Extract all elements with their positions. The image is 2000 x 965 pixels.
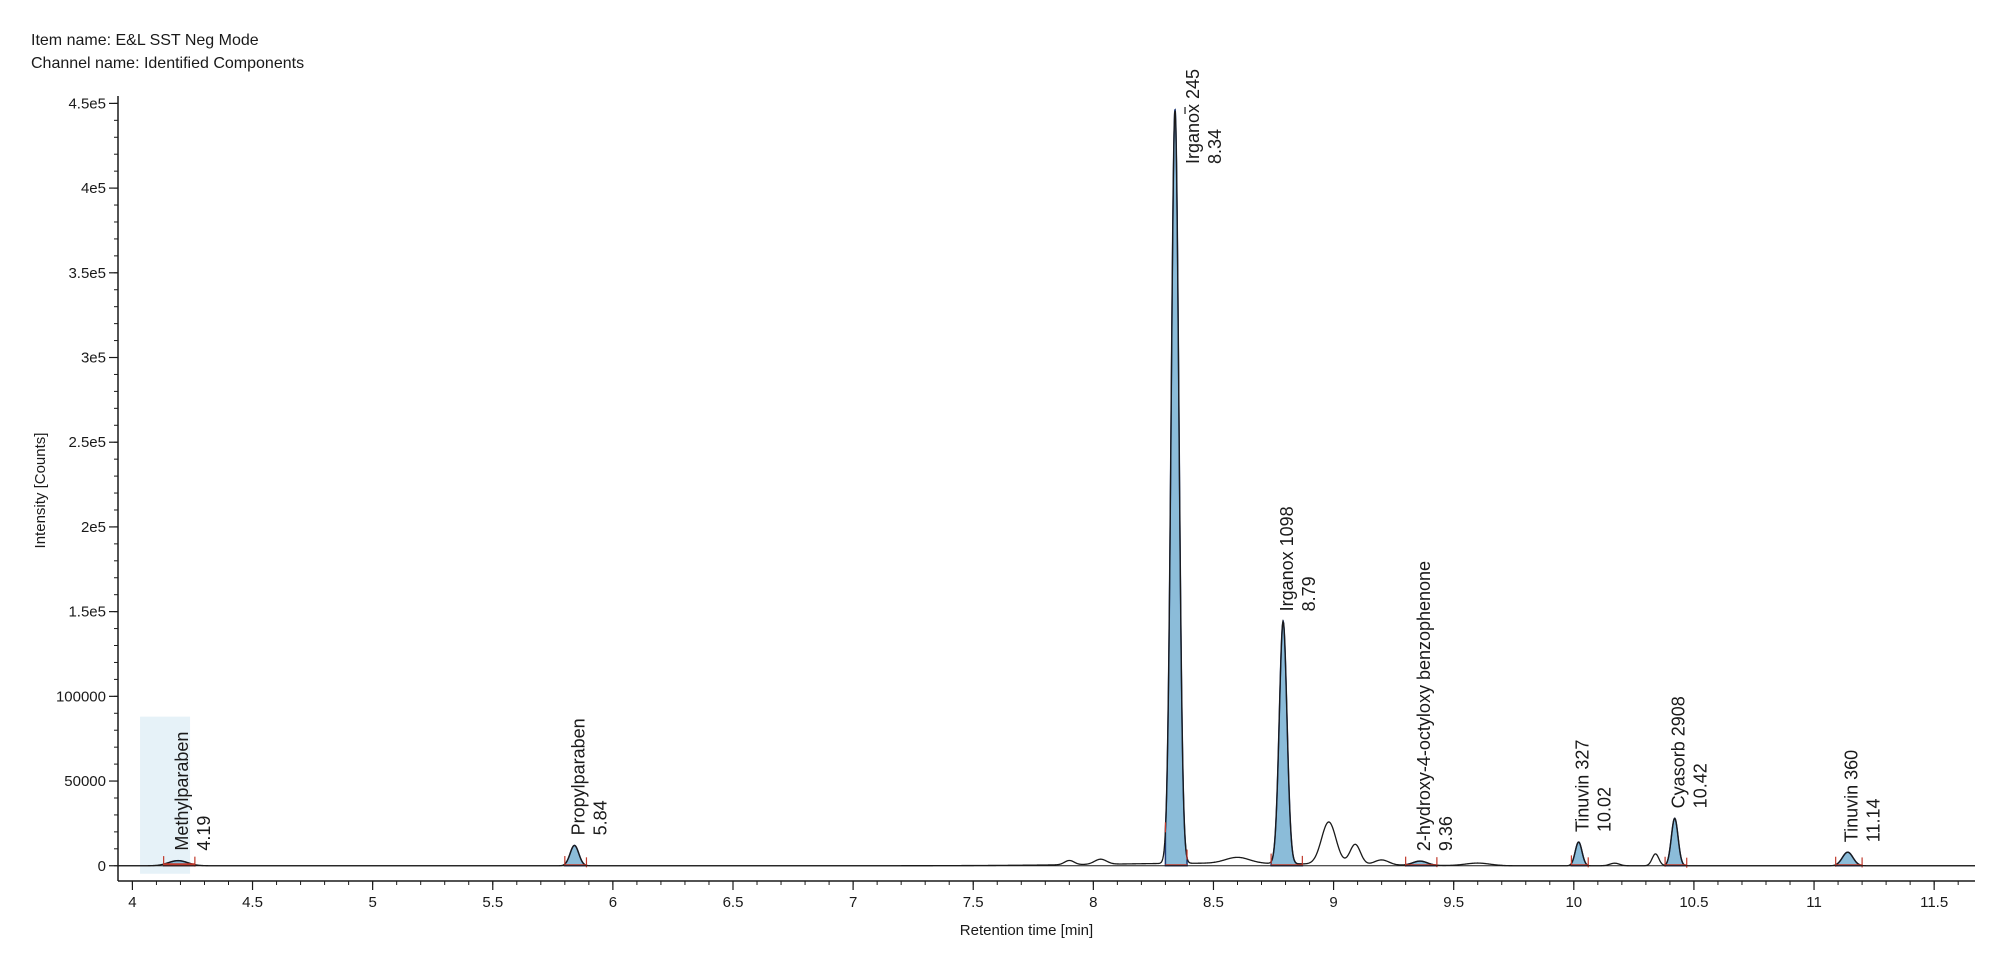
y-tick-label: 4e5	[81, 180, 106, 197]
selection-layer	[140, 716, 191, 874]
x-tick-label: 8.5	[1203, 894, 1224, 911]
peak-retention-time: 10.02	[1595, 787, 1615, 832]
peak-label-1[interactable]: Propylparaben 5.84	[568, 718, 610, 835]
x-tick-label: 10	[1565, 894, 1582, 911]
peak-retention-time: 4.19	[194, 816, 214, 851]
x-tick-label: 5.5	[482, 894, 503, 911]
y-axis-title: Intensity [Counts]	[32, 433, 49, 549]
peak-name: Tinuvin 360	[1842, 750, 1862, 842]
x-tick-label: 6	[609, 894, 617, 911]
x-tick-label: 5	[368, 894, 376, 911]
y-tick-label: 50000	[64, 773, 106, 790]
x-tick-label: 6.5	[723, 894, 744, 911]
peak-retention-time: 5.84	[590, 800, 610, 835]
peak-label-2[interactable]: Irganox 245 8.34	[1183, 69, 1225, 164]
x-tick-label: 11	[1806, 894, 1822, 911]
y-tick-label: 3e5	[81, 350, 106, 367]
integration-marker-layer	[163, 822, 1863, 868]
x-tick-label: 4.5	[242, 894, 263, 911]
peak-name: Cyasorb 2908	[1669, 696, 1689, 808]
peak-retention-time: 9.36	[1436, 816, 1456, 851]
channel-name-label: Channel name: Identified Components	[31, 55, 305, 72]
peak-label-4[interactable]: 2-hydroxy-4-octyloxy benzophenone 9.36	[1414, 561, 1456, 851]
x-tick-label: 7.5	[963, 894, 984, 911]
chromatogram-trace	[118, 110, 1975, 867]
y-tick-label: 1.5e5	[68, 604, 106, 621]
peak-retention-time: 11.14	[1864, 798, 1884, 842]
peak-name: Methylparaben	[172, 732, 192, 851]
peak-label-5[interactable]: Tinuvin 327 10.02	[1573, 740, 1615, 832]
chart-header: Item name: E&L SST Neg Mode Channel name…	[31, 29, 304, 75]
x-tick-label: 8	[1089, 894, 1097, 911]
item-name-label: Item name: E&L SST Neg Mode	[31, 32, 259, 49]
x-tick-label: 4	[128, 894, 136, 911]
x-tick-label: 11.5	[1920, 894, 1948, 911]
x-tick-label: 9	[1329, 894, 1337, 911]
peak-retention-time: 8.34	[1205, 129, 1225, 164]
peak-area-2[interactable]	[1164, 108, 1188, 867]
x-tick-label: 9.5	[1443, 894, 1464, 911]
peak-label-0[interactable]: Methylparaben 4.19	[172, 732, 214, 851]
selected-peak-highlight	[140, 716, 191, 874]
x-tick-label: 7	[849, 894, 857, 911]
axes: 4 4.5 5 5.5 6 6.5 7 7.5 8 8.5 9 9.5 10 10.5 11 11.5 0 500…	[56, 95, 1975, 911]
peak-fill-layer	[162, 108, 1863, 867]
y-tick-label: 2e5	[81, 519, 106, 536]
peak-label-layer: Methylparaben 4.19 Propylparaben 5.84 Irgano…	[172, 69, 1884, 851]
y-tick-label: 2.5e5	[68, 434, 106, 451]
peak-retention-time: 8.79	[1299, 576, 1319, 611]
peak-name: Propylparaben	[568, 718, 588, 835]
peak-label-7[interactable]: Tinuvin 360 11.14	[1842, 750, 1884, 842]
peak-retention-time: 10.42	[1691, 763, 1711, 808]
peak-label-6[interactable]: Cyasorb 2908 10.42	[1669, 696, 1711, 808]
x-tick-label: 10.5	[1679, 894, 1708, 911]
peak-name: Tinuvin 327	[1573, 740, 1593, 832]
peak-name: Irganox 1098	[1277, 506, 1297, 611]
x-axis-title: Retention time [min]	[960, 922, 1093, 939]
peak-name: Irganox 245	[1183, 69, 1203, 164]
peak-name: 2-hydroxy-4-octyloxy benzophenone	[1414, 561, 1434, 851]
y-tick-label: 4.5e5	[68, 95, 106, 112]
peak-label-3[interactable]: Irganox 1098 8.79	[1277, 506, 1319, 611]
y-tick-label: 100000	[56, 688, 106, 705]
y-tick-label: 0	[98, 858, 106, 875]
y-tick-label: 3.5e5	[68, 265, 106, 282]
